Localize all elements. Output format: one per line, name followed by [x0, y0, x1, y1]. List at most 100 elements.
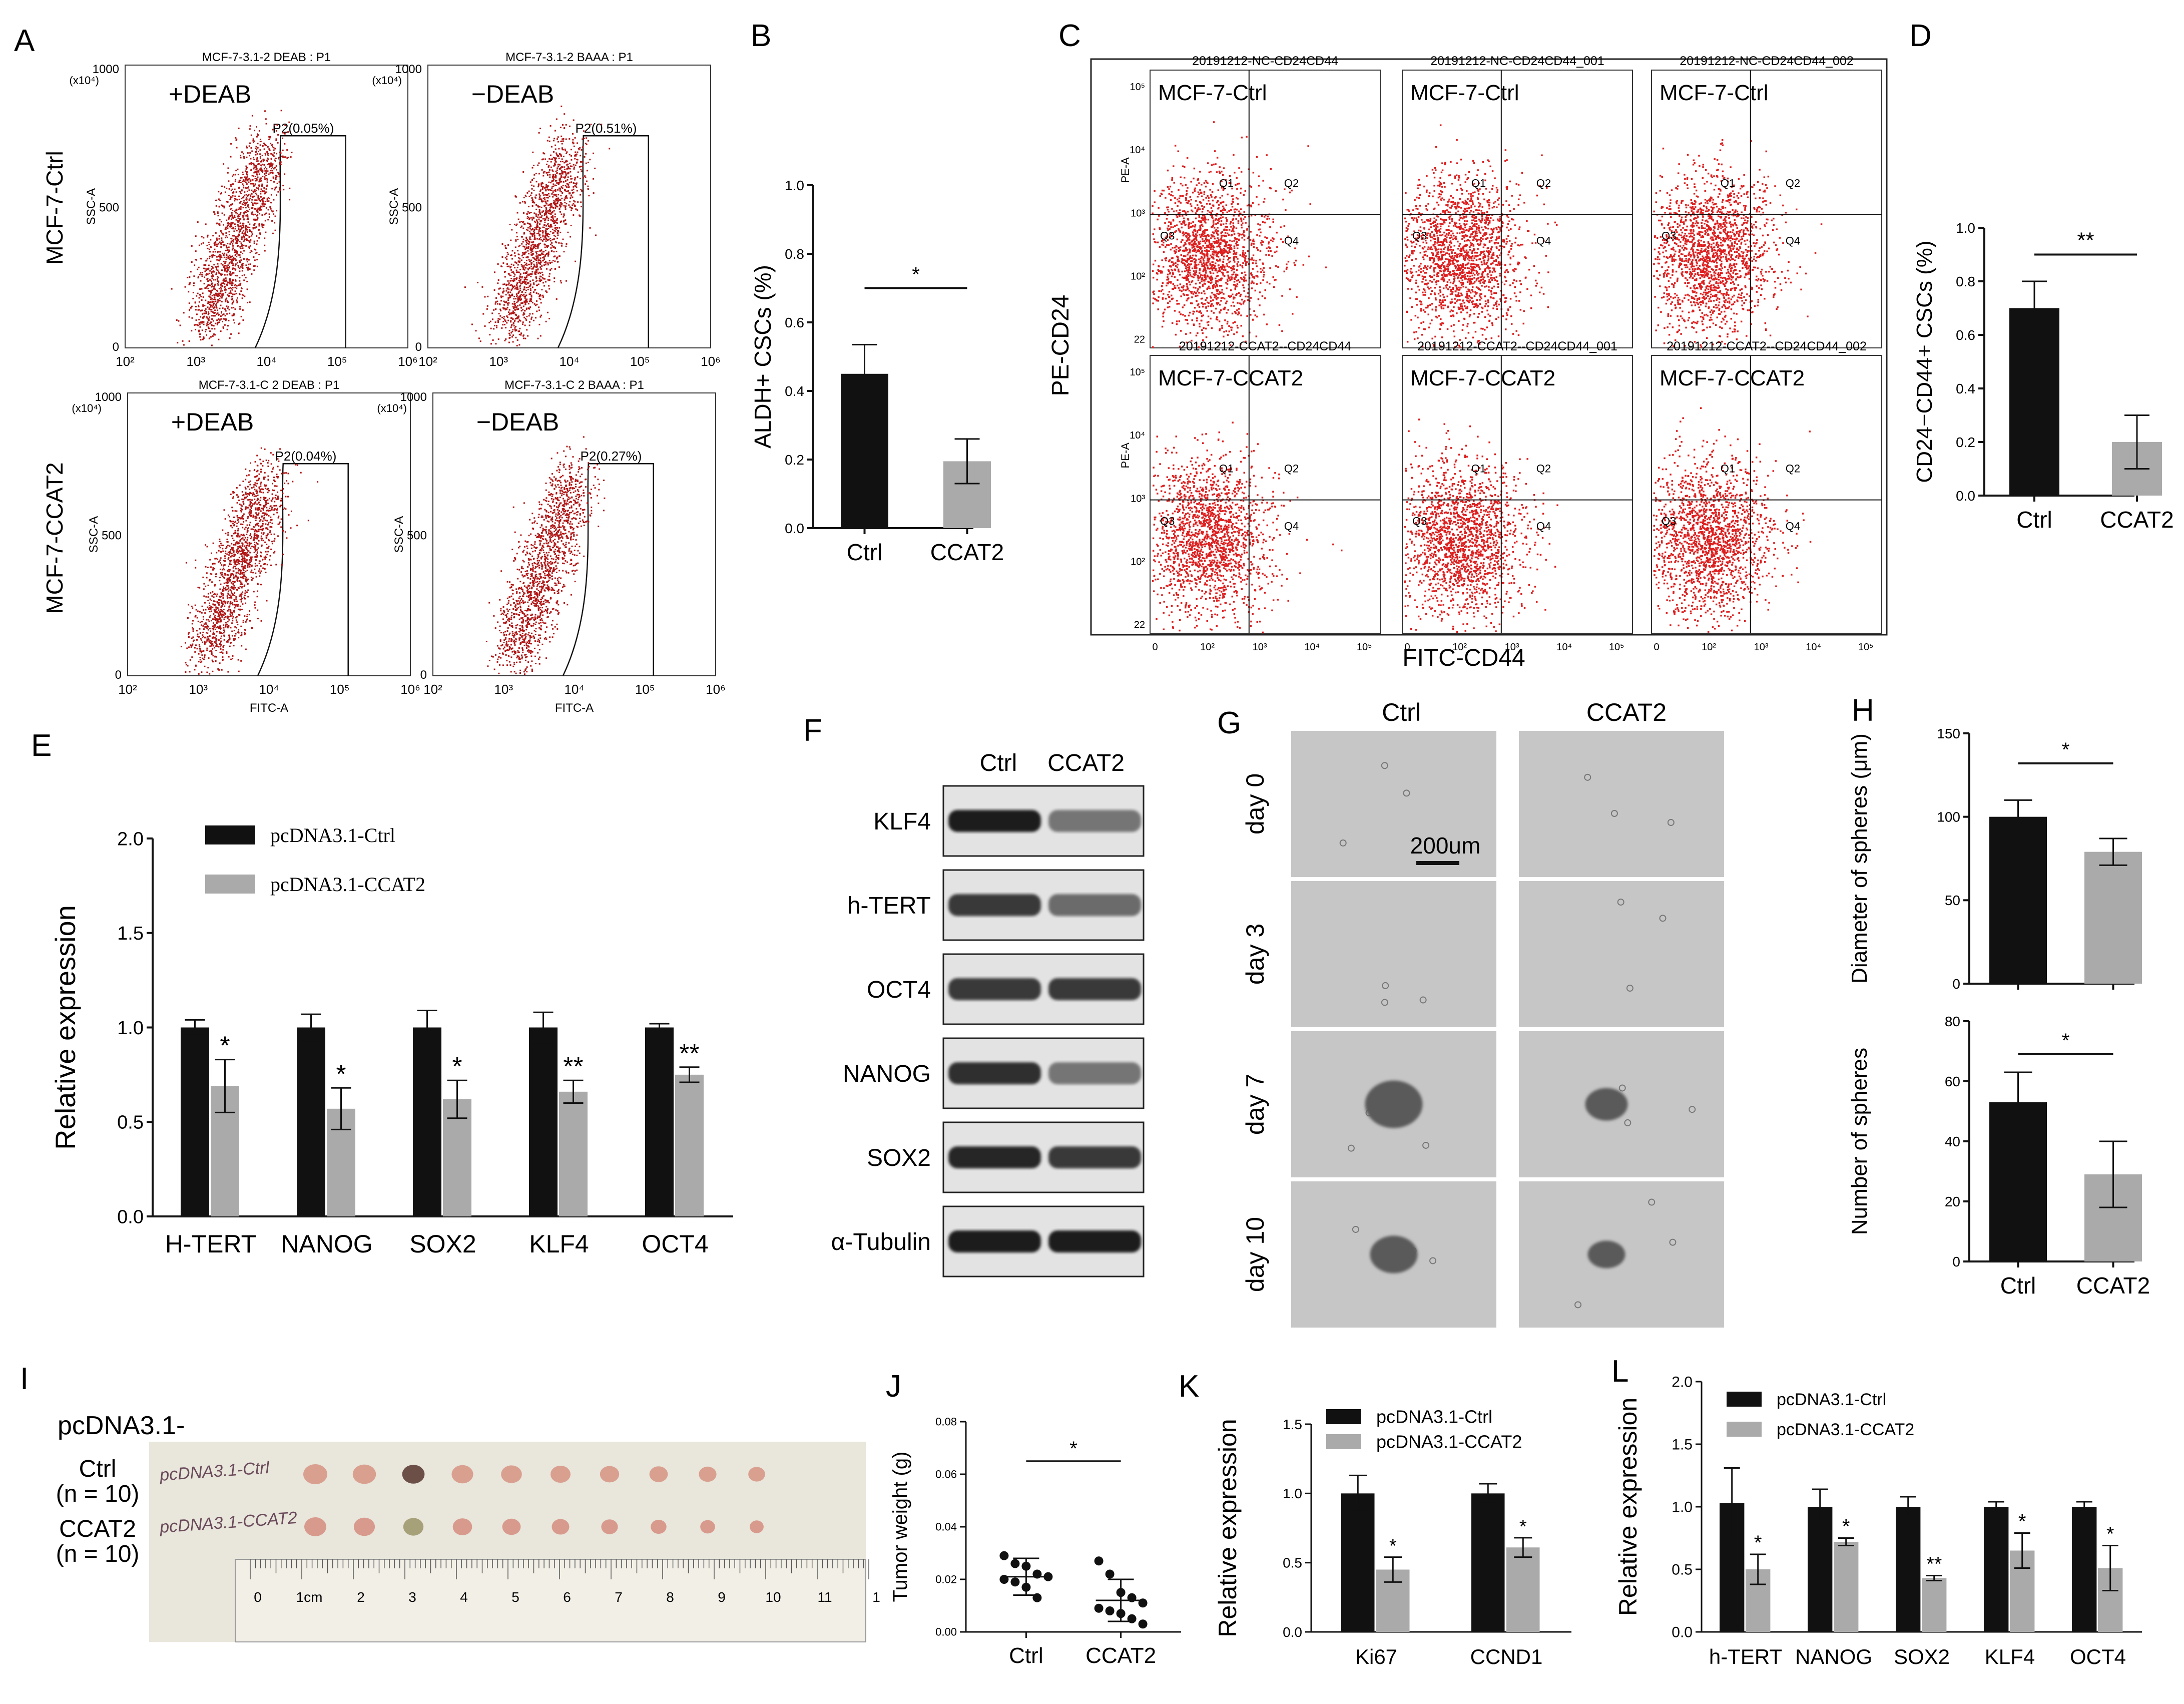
tumor-ccat2	[750, 1520, 764, 1533]
y-multiplier: (x10⁴)	[69, 74, 99, 87]
bar-sox2-ctrl	[413, 1027, 441, 1216]
x-tick-label: 10²	[423, 682, 442, 697]
x-tick-label: OCT4	[642, 1230, 708, 1258]
y-axis-label: PE-CD24	[1047, 295, 1074, 396]
bar-ccnd1-ctrl	[1471, 1493, 1505, 1632]
ruler-label: 5	[511, 1589, 519, 1605]
panel-label-b: B	[751, 19, 771, 53]
quadrant-q4: Q4	[1284, 235, 1299, 247]
group-ccat2: CCAT2	[59, 1516, 136, 1542]
x-tick-label: SOX2	[409, 1230, 476, 1258]
bar-nanog-ccat2	[1834, 1542, 1859, 1632]
y-tick-label: 10³	[1131, 493, 1145, 504]
panel-label-c: C	[1058, 19, 1081, 53]
legend-label: pcDNA3.1-CCAT2	[1376, 1432, 1522, 1452]
y-tick-label: 0	[420, 668, 427, 682]
y-tick-label: 0.06	[935, 1468, 957, 1481]
bar-nanog-ctrl	[1808, 1507, 1833, 1632]
y-tick-label: 0.5	[117, 1112, 144, 1133]
y-tick-label: 0.8	[785, 246, 804, 262]
blot-band	[948, 978, 1041, 1000]
y-tick-label: 1.5	[117, 923, 144, 944]
y-tick-label: 0	[1952, 1254, 1960, 1269]
flow-plot-title: 20191212-NC-CD24CD44	[1192, 54, 1338, 68]
row-cell-label: MCF-7-CCAT2	[1660, 366, 1805, 390]
significance-mark: *	[2062, 1030, 2070, 1052]
quadrant-q3: Q3	[1662, 230, 1676, 242]
panel-label-h: H	[1852, 693, 1874, 728]
gate-label: P2(0.04%)	[275, 449, 337, 464]
x-tick-label: SOX2	[1894, 1645, 1950, 1668]
y-tick-label: 0.0	[1672, 1624, 1693, 1641]
blot-band	[1048, 1146, 1141, 1168]
blot-band	[1048, 978, 1141, 1000]
y-tick-label: 40	[1945, 1134, 1960, 1149]
legend-label: pcDNA3.1-Ctrl	[1777, 1390, 1886, 1409]
quadrant-q2: Q2	[1786, 463, 1800, 475]
sphere-photo	[1519, 731, 1724, 877]
single-cell	[1352, 1225, 1359, 1233]
panel-c-frame	[1090, 58, 1888, 636]
ruler-label: 11	[817, 1589, 832, 1605]
y-tick-label: 0.0	[117, 1206, 144, 1227]
data-point-ccat2	[1138, 1619, 1148, 1629]
day-label: day 3	[1241, 924, 1269, 985]
ruler-label: 4	[460, 1589, 468, 1605]
panel-label-i: I	[20, 1362, 29, 1396]
sphere	[1587, 1240, 1625, 1268]
flow-dots	[1404, 418, 1558, 633]
data-point-ccat2	[1105, 1606, 1115, 1615]
bar-oct4-ctrl	[645, 1027, 674, 1216]
condition-label: −DEAB	[471, 80, 554, 108]
quadrant-q1: Q1	[1721, 463, 1735, 475]
quadrant-q2: Q2	[1284, 463, 1299, 475]
y-tick-label: 0	[415, 340, 422, 354]
significance-mark: *	[220, 1032, 230, 1061]
y-tick-label: 0.02	[935, 1573, 957, 1586]
ruler-label: 1	[872, 1589, 880, 1605]
y-tick-label: 0	[1952, 976, 1960, 992]
row-label-ccat2: MCF-7-CCAT2	[42, 462, 68, 614]
tumor-ctrl	[352, 1464, 376, 1484]
gate-line	[254, 135, 346, 348]
y-tick-label: 80	[1945, 1014, 1960, 1029]
y-tick-label: 0.0	[1283, 1624, 1302, 1640]
condition-label: +DEAB	[169, 80, 251, 108]
flow-dots	[1152, 421, 1343, 634]
flow-dots	[1653, 139, 1823, 348]
y-tick-label: 500	[102, 529, 122, 543]
significance-mark: *	[2106, 1523, 2114, 1545]
flow-plot-title: MCF-7-3.1-2 BAAA : P1	[505, 51, 633, 64]
ruler-label: 2	[357, 1589, 365, 1605]
protein-label: KLF4	[873, 808, 931, 835]
single-cell	[1667, 819, 1675, 826]
x-tick-label: 10³	[1253, 642, 1267, 653]
axis-label-pe: PE-A	[1119, 443, 1132, 469]
y-tick-label: 100	[1937, 809, 1960, 824]
flow-plot-frame	[1402, 70, 1633, 348]
flow-plot-title: 20191212-NC-CD24CD44_002	[1680, 54, 1853, 68]
y-axis-title: Tumor weight (g)	[889, 1452, 911, 1602]
single-cell	[1610, 810, 1618, 817]
x-tick-label: H-TERT	[165, 1230, 256, 1258]
panel-label-a: A	[14, 24, 35, 58]
y-tick-label: 0.0	[785, 521, 804, 536]
y-tick-label: 1.0	[1956, 220, 1975, 236]
significance-mark: *	[1069, 1438, 1077, 1460]
y-tick-label: 0.4	[785, 383, 804, 399]
bar-oct4-ccat2	[675, 1074, 704, 1216]
panel-c-flow-cd24-cd44: 20191212-NC-CD24CD44 Q1 Q2 Q3 Q4 MCF-7-Ctrl PE…	[1047, 54, 1888, 671]
x-tick-label: 0	[1404, 642, 1410, 653]
data-point-ctrl	[1010, 1559, 1020, 1568]
legend-swatch	[1727, 1422, 1762, 1437]
tumor-ccat2	[403, 1518, 424, 1536]
y-tick-label: 10⁴	[1130, 145, 1145, 156]
tumor-ccat2	[353, 1517, 375, 1536]
legend-label: pcDNA3.1-CCAT2	[1777, 1420, 1914, 1439]
blot-band	[948, 1230, 1041, 1252]
row-cell-label: MCF-7-Ctrl	[1660, 81, 1769, 105]
panel-a-flow-aldh: MCF-7-3.1-2 DEAB : P1 +DEAB P2(0.05%) 1000 5…	[42, 51, 726, 715]
column-label-ccat2: CCAT2	[1047, 750, 1125, 776]
quadrant-q1: Q1	[1219, 463, 1234, 475]
ruler-label: 6	[563, 1589, 571, 1605]
